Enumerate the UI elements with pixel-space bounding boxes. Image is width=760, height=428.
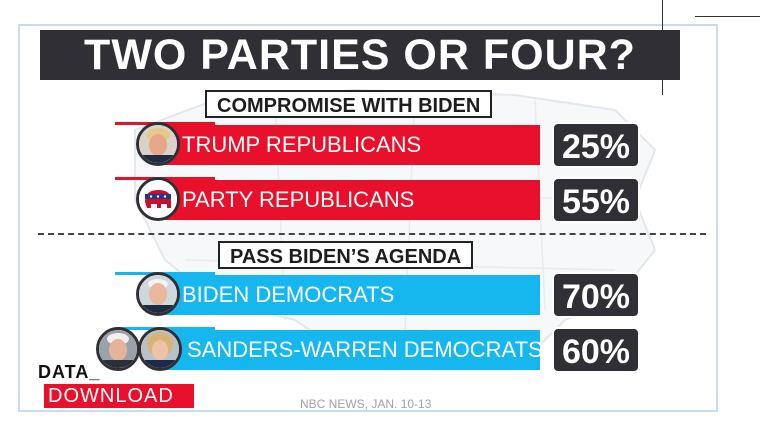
data-download-logo-bottom: DOWNLOAD — [44, 384, 194, 408]
bar-label-trump-republicans: TRUMP REPUBLICANS — [182, 132, 422, 157]
value-label-sanders-warren-democrats: 60% — [552, 327, 640, 373]
bar-trump-republicans: TRUMP REPUBLICANS — [160, 125, 540, 165]
section-label-compromise: COMPROMISE WITH BIDEN — [205, 90, 493, 118]
data-download-logo-top: DATA_ — [38, 362, 101, 382]
value-label-trump-republicans: 25% — [552, 122, 640, 168]
warren-portrait-icon — [138, 327, 182, 371]
decorative-horizontal-line — [695, 16, 760, 17]
section-divider — [38, 233, 706, 235]
value-label-biden-democrats: 70% — [552, 272, 640, 318]
value-label-party-republicans: 55% — [552, 177, 640, 223]
bar-sanders-warren-democrats: SANDERS-WARREN DEMOCRATS — [165, 330, 543, 370]
biden-portrait-icon — [136, 272, 180, 316]
bar-biden-democrats: BIDEN DEMOCRATS — [160, 275, 540, 315]
trump-portrait-icon — [136, 122, 180, 166]
source-note: NBC NEWS, JAN. 10-13 — [300, 397, 432, 411]
gop-elephant-icon — [136, 177, 180, 221]
chart-title: TWO PARTIES OR FOUR? — [40, 30, 680, 80]
bar-label-biden-democrats: BIDEN DEMOCRATS — [182, 282, 395, 307]
bar-party-republicans: PARTY REPUBLICANS — [160, 180, 540, 220]
sanders-portrait-icon — [96, 327, 140, 371]
frame-border — [18, 24, 718, 412]
bar-label-sanders-warren-democrats: SANDERS-WARREN DEMOCRATS — [187, 337, 543, 362]
bar-label-party-republicans: PARTY REPUBLICANS — [182, 187, 415, 212]
section-label-pass-agenda: PASS BIDEN’S AGENDA — [218, 241, 474, 269]
